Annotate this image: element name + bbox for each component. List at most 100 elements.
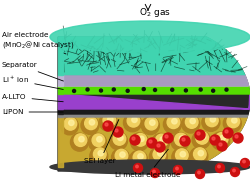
Circle shape [64, 118, 76, 130]
Circle shape [149, 120, 154, 125]
Circle shape [155, 134, 167, 147]
Circle shape [146, 138, 156, 148]
Polygon shape [58, 75, 63, 86]
Circle shape [92, 134, 104, 146]
Circle shape [153, 88, 156, 91]
Circle shape [170, 88, 173, 91]
Circle shape [166, 116, 179, 129]
Polygon shape [60, 117, 246, 169]
Circle shape [104, 123, 108, 126]
Circle shape [93, 148, 106, 160]
Circle shape [219, 135, 224, 141]
Circle shape [175, 149, 188, 161]
Circle shape [150, 169, 159, 177]
Circle shape [175, 167, 178, 170]
Circle shape [209, 117, 215, 122]
Circle shape [99, 89, 102, 92]
Circle shape [114, 129, 117, 132]
Circle shape [86, 88, 89, 91]
Text: Separator: Separator [2, 62, 63, 81]
Circle shape [81, 116, 98, 134]
Circle shape [72, 89, 75, 92]
Polygon shape [60, 86, 249, 94]
Ellipse shape [50, 160, 249, 174]
Circle shape [159, 137, 165, 142]
Circle shape [242, 160, 244, 163]
Circle shape [195, 170, 204, 178]
Circle shape [194, 130, 204, 140]
Circle shape [70, 133, 88, 151]
Circle shape [214, 133, 227, 145]
Circle shape [119, 152, 125, 157]
Circle shape [133, 163, 142, 173]
Circle shape [98, 150, 103, 156]
Circle shape [193, 148, 205, 160]
Circle shape [99, 113, 117, 131]
Circle shape [137, 154, 142, 159]
Circle shape [102, 121, 113, 131]
Circle shape [232, 133, 242, 143]
Circle shape [133, 151, 145, 164]
Polygon shape [60, 114, 247, 117]
Circle shape [215, 163, 224, 173]
Circle shape [89, 120, 94, 125]
Circle shape [209, 135, 219, 145]
Circle shape [184, 89, 187, 92]
Circle shape [173, 166, 182, 174]
Circle shape [96, 137, 102, 142]
Circle shape [109, 132, 127, 150]
Text: Li$^+$ ion: Li$^+$ ion [2, 75, 63, 89]
Ellipse shape [50, 21, 249, 53]
Circle shape [112, 88, 115, 91]
Circle shape [218, 143, 221, 146]
Circle shape [197, 150, 203, 156]
Circle shape [222, 114, 240, 132]
Circle shape [129, 150, 147, 168]
Circle shape [224, 130, 227, 133]
Polygon shape [60, 75, 248, 86]
Circle shape [130, 133, 148, 151]
Circle shape [180, 151, 185, 157]
Circle shape [234, 135, 237, 138]
Circle shape [102, 114, 115, 126]
Circle shape [189, 118, 194, 124]
Text: A-LLTO: A-LLTO [2, 94, 63, 102]
Text: SEI layer: SEI layer [84, 119, 118, 164]
Circle shape [123, 114, 141, 132]
Circle shape [144, 117, 157, 130]
Circle shape [192, 131, 209, 149]
Circle shape [181, 138, 184, 141]
Circle shape [170, 132, 188, 150]
Circle shape [142, 88, 145, 91]
Circle shape [90, 147, 107, 165]
Polygon shape [60, 94, 249, 109]
Text: Air electrode
(MnO$_2$@Ni catalyst): Air electrode (MnO$_2$@Ni catalyst) [2, 32, 74, 54]
Circle shape [230, 167, 238, 177]
Text: Li metal electrode: Li metal electrode [115, 149, 180, 178]
Circle shape [196, 132, 199, 135]
Circle shape [164, 135, 167, 138]
Polygon shape [60, 37, 244, 75]
Circle shape [135, 165, 138, 168]
Circle shape [171, 148, 189, 166]
Circle shape [134, 134, 146, 146]
Text: LiPON: LiPON [2, 109, 63, 115]
Circle shape [138, 136, 143, 142]
Circle shape [152, 148, 165, 161]
Circle shape [115, 149, 127, 162]
Circle shape [205, 114, 217, 127]
Circle shape [154, 142, 164, 152]
Circle shape [224, 88, 227, 91]
Circle shape [222, 128, 232, 138]
Circle shape [74, 134, 86, 146]
Circle shape [181, 115, 199, 133]
Circle shape [152, 170, 155, 173]
Circle shape [113, 133, 125, 145]
Polygon shape [58, 94, 63, 109]
Circle shape [148, 140, 152, 143]
Circle shape [211, 89, 214, 92]
Polygon shape [60, 82, 247, 83]
Polygon shape [58, 86, 63, 94]
Circle shape [84, 117, 97, 130]
Polygon shape [58, 37, 249, 171]
